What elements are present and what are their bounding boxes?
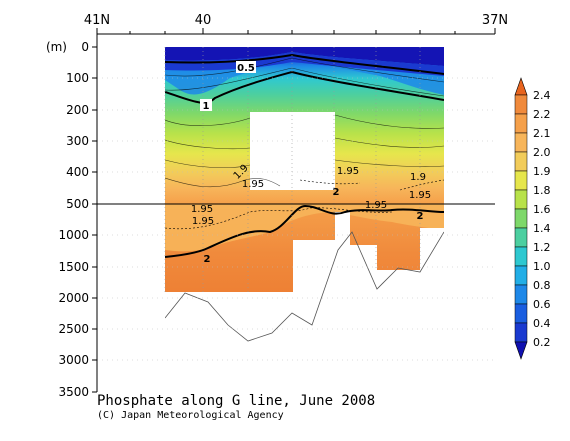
contour-label: 1.95 — [242, 179, 264, 190]
colorbar-tick-label: 2.4 — [533, 89, 551, 102]
contour-label: 0.5 — [237, 63, 255, 74]
colorbar-cell — [514, 265, 528, 286]
colorbar-cell — [514, 94, 528, 115]
colorbar-tick-label: 1.8 — [533, 184, 551, 197]
contour-label: 1 — [203, 101, 210, 112]
colorbar-tick-label: 0.4 — [533, 317, 551, 330]
y-tick-label: 300 — [66, 134, 89, 148]
upper-field — [165, 47, 444, 204]
colorbar-cell — [514, 132, 528, 153]
colorbar-tick-label: 0.6 — [533, 298, 551, 311]
colorbar-tick-label: 1.6 — [533, 203, 551, 216]
contour-label: 1.9 — [410, 172, 426, 183]
colorbar-tick-label: 1.4 — [533, 222, 551, 235]
y-tick-label: 2500 — [58, 322, 89, 336]
contour-label: 1.95 — [365, 200, 387, 211]
y-unit-label: (m) — [46, 40, 67, 54]
colorbar-tick-label: 2.0 — [533, 146, 551, 159]
lat-label-40: 40 — [195, 13, 212, 28]
colorbar-tick-label: 0.2 — [533, 336, 551, 349]
y-tick-label: 1000 — [58, 228, 89, 242]
y-tick-label: 100 — [66, 71, 89, 85]
colorbar-cell — [514, 227, 528, 248]
lower-field — [165, 204, 444, 404]
colorbar-tick-label: 0.8 — [533, 279, 551, 292]
y-tick-label: 1500 — [58, 260, 89, 274]
colorbar-cell — [514, 151, 528, 172]
colorbar-cell — [514, 284, 528, 305]
y-tick-label: 3500 — [58, 385, 89, 399]
colorbar-cell — [514, 113, 528, 134]
y-tick-label: 200 — [66, 103, 89, 117]
chart-title: Phosphate along G line, June 2008 — [97, 393, 376, 409]
y-tick-label: 400 — [66, 165, 89, 179]
axes-frame — [96, 33, 495, 392]
colorbar: 2.4 2.2 2.1 2.0 1.9 1.8 1.6 1.4 1.2 1.0 0.8 0.6 0.4 0… — [514, 77, 551, 360]
colorbar-cell — [514, 322, 528, 343]
contour-label: 2 — [204, 254, 211, 265]
contour-label: 1.95 — [191, 204, 213, 215]
colorbar-cell — [514, 170, 528, 191]
colorbar-tick-label: 2.1 — [533, 127, 551, 140]
colorbar-cell — [514, 208, 528, 229]
colorbar-cell — [514, 189, 528, 210]
y-tick-label: 0 — [81, 40, 89, 54]
contour-label: 1.95 — [409, 190, 431, 201]
contour-label: 2 — [333, 187, 340, 198]
contour-label: 2 — [417, 211, 424, 222]
contour-label: 1.95 — [337, 166, 359, 177]
lat-label-41n: 41N — [84, 13, 110, 28]
colorbar-cell — [514, 303, 528, 324]
colorbar-tick-label: 2.2 — [533, 108, 551, 121]
colorbar-top-arrow — [514, 77, 528, 96]
colorbar-tick-label: 1.0 — [533, 260, 551, 273]
colorbar-cell — [514, 246, 528, 267]
station-guides — [164, 47, 421, 292]
y-tick-label: 3000 — [58, 353, 89, 367]
colorbar-bottom-arrow — [514, 341, 528, 360]
y-tick-label: 2000 — [58, 291, 89, 305]
lat-label-37n: 37N — [482, 13, 508, 28]
contour-label: 1.95 — [192, 216, 214, 227]
colorbar-tick-label: 1.2 — [533, 241, 551, 254]
credit-text: (C) Japan Meteorological Agency — [97, 410, 284, 421]
y-tick-label: 500 — [66, 197, 89, 211]
colorbar-tick-label: 1.9 — [533, 165, 551, 178]
